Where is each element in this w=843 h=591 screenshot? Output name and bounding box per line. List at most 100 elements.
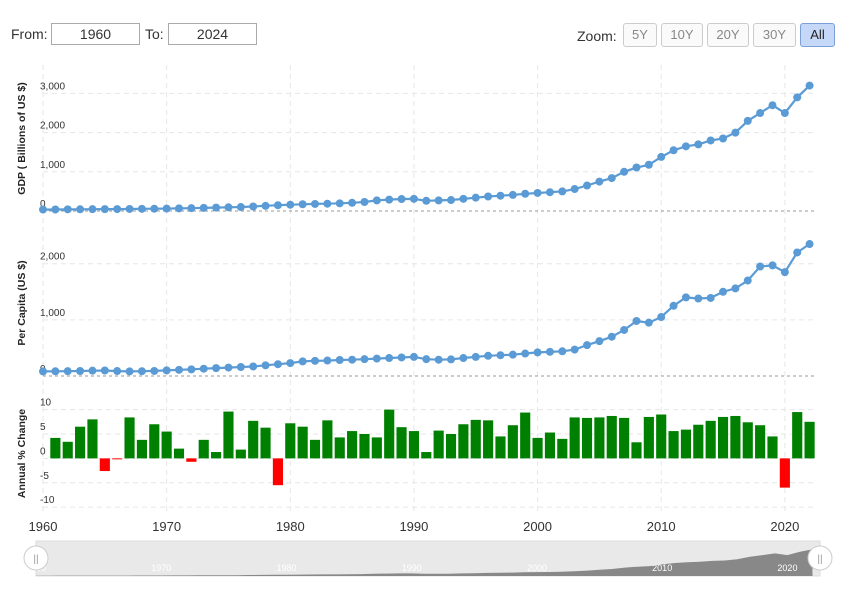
data-point	[261, 361, 270, 370]
data-point	[607, 174, 616, 183]
data-point	[175, 365, 184, 374]
data-point	[471, 193, 480, 202]
data-point	[397, 353, 406, 362]
data-point	[447, 196, 456, 205]
bar	[804, 421, 815, 459]
data-point	[768, 261, 777, 270]
bar	[136, 439, 147, 459]
data-point	[447, 355, 456, 364]
zoom-30y-button[interactable]: 30Y	[753, 23, 796, 47]
data-point	[632, 163, 641, 172]
data-point	[719, 287, 728, 296]
data-point	[706, 136, 715, 145]
data-point	[558, 347, 567, 356]
data-point	[137, 367, 146, 376]
data-point	[311, 356, 320, 365]
zoom-20y-button[interactable]: 20Y	[707, 23, 749, 47]
data-point	[780, 268, 789, 277]
data-point	[125, 367, 134, 376]
data-point	[620, 325, 629, 334]
data-point	[397, 195, 406, 204]
bar	[631, 442, 642, 459]
data-point	[434, 196, 443, 205]
series-line	[42, 243, 811, 373]
to-year-input[interactable]: 2024	[168, 23, 257, 45]
zoom-10y-button[interactable]: 10Y	[661, 23, 703, 47]
data-point	[545, 347, 554, 356]
data-point	[731, 284, 740, 293]
from-year-input[interactable]: 1960	[51, 23, 140, 45]
bar	[198, 439, 209, 459]
navigator-handle-left[interactable]	[23, 545, 49, 571]
data-point	[706, 293, 715, 302]
bar	[755, 425, 766, 459]
data-point	[583, 181, 592, 190]
data-point	[125, 204, 134, 213]
y-tick-label: 0	[40, 199, 46, 210]
bar	[99, 458, 110, 472]
bar	[730, 415, 741, 459]
bar	[186, 458, 197, 462]
bar	[619, 417, 630, 459]
data-point	[76, 205, 85, 214]
data-point	[459, 194, 468, 203]
bar	[87, 419, 98, 459]
data-point	[51, 367, 60, 376]
data-point	[150, 366, 159, 375]
y-tick-label: 10	[40, 398, 52, 409]
y-axis-label: GDP ( Billions of US $)	[16, 82, 28, 194]
y-tick-label: -10	[40, 495, 55, 506]
bar	[680, 429, 692, 459]
data-point	[694, 294, 703, 303]
data-point	[719, 134, 728, 143]
bar	[396, 427, 407, 459]
data-point	[273, 360, 282, 369]
y-axis-label: Annual % Change	[16, 409, 28, 498]
zoom-5y-button[interactable]: 5Y	[623, 23, 657, 47]
data-point	[422, 355, 431, 364]
bar	[433, 430, 444, 459]
data-point	[372, 354, 381, 363]
bar	[495, 436, 506, 459]
data-point	[236, 363, 245, 372]
bar	[779, 458, 790, 488]
data-point	[360, 355, 369, 364]
data-point	[212, 364, 221, 373]
data-point	[311, 199, 320, 208]
data-point	[533, 348, 542, 357]
y-tick-label: 1,000	[40, 160, 65, 171]
bar	[767, 436, 778, 459]
data-point	[236, 203, 245, 212]
bar	[211, 452, 222, 459]
data-point	[323, 356, 332, 365]
y-tick-label: -5	[40, 471, 49, 482]
data-point	[39, 367, 47, 376]
bar	[124, 417, 135, 459]
data-point	[570, 345, 579, 354]
bar	[470, 419, 481, 459]
data-point	[199, 364, 208, 373]
bar	[285, 423, 296, 459]
data-point	[793, 248, 802, 257]
data-point	[484, 351, 493, 360]
data-point	[137, 204, 146, 213]
data-point	[607, 332, 616, 341]
bar	[371, 437, 382, 459]
y-tick-label: 1,000	[40, 308, 65, 319]
data-point	[323, 199, 332, 208]
y-tick-label: 5	[40, 422, 46, 433]
zoom-all-button[interactable]: All	[800, 23, 835, 47]
bar	[458, 424, 469, 459]
data-point	[743, 116, 752, 125]
data-point	[620, 167, 629, 176]
data-point	[385, 354, 394, 363]
y-tick-label: 0	[40, 446, 46, 457]
bar	[520, 412, 531, 459]
navigator-year-label: 1980	[276, 563, 296, 573]
data-point	[286, 200, 295, 209]
navigator-handle-left-grip: ||	[33, 554, 38, 565]
data-point	[39, 205, 47, 214]
data-point	[434, 355, 443, 364]
navigator-handle-right[interactable]	[807, 545, 833, 571]
data-point	[100, 366, 109, 375]
